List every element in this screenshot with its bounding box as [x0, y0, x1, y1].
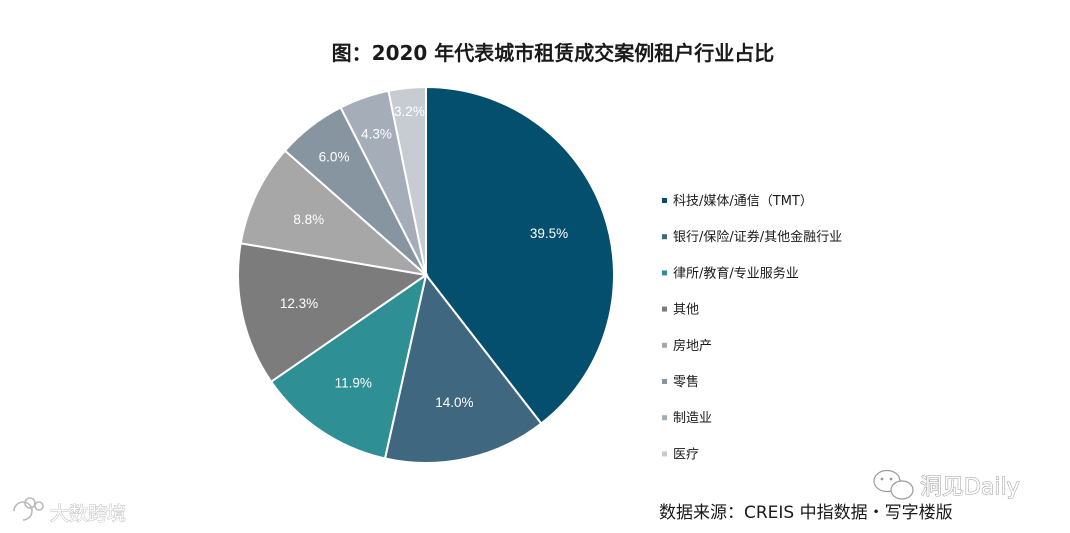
legend-swatch: [662, 306, 667, 312]
source-note: 数据来源：CREIS 中指数据・写字楼版: [659, 503, 953, 523]
pie-slice-4: [237, 242, 429, 384]
legend-swatch: [662, 451, 667, 457]
pie-slice-5: [239, 149, 430, 277]
legend-label: 房地产: [673, 338, 712, 354]
pie-slice-3: [269, 272, 428, 460]
legend-swatch: [662, 270, 667, 276]
legend-label: 银行/保险/证券/其他金融行业: [673, 229, 842, 245]
slice-value-label: 8.8%: [293, 212, 324, 227]
slice-value-label: 14.0%: [435, 395, 473, 410]
legend-label: 科技/媒体/通信（TMT）: [673, 194, 813, 209]
watermark-right: 洞见Daily: [873, 469, 1020, 501]
watermark-left-text: 大数跨境: [50, 503, 126, 525]
pie-slices: [237, 85, 615, 464]
pie-slice-2: [383, 272, 543, 464]
legend-label: 律所/教育/专业服务业: [673, 265, 799, 281]
pie-slice-labels: 39.5% 14.0% 11.9% 12.3% 8.8% 6.0% 4.3%3.2%: [280, 104, 568, 410]
slice-value-label: 3.2%: [394, 104, 425, 119]
pie-slice-8: [387, 85, 427, 276]
slice-value-label: 6.0%: [319, 149, 350, 164]
watermark-logo-icon: [13, 497, 44, 521]
wechat-icon: [873, 469, 914, 500]
chart-title: 图：2020 年代表城市租赁成交案例租户行业占比: [332, 41, 775, 65]
legend-label: 其他: [673, 303, 699, 318]
slice-value-label: 11.9%: [335, 376, 372, 391]
legend-swatch: [662, 379, 667, 384]
legend-swatch: [662, 234, 667, 240]
watermark-right-text: 洞见Daily: [920, 475, 1020, 500]
legend-label: 医疗: [673, 447, 699, 462]
legend-label: 制造业: [673, 411, 712, 426]
slice-value-label: 4.3%: [361, 126, 392, 141]
legend-swatch: [662, 342, 667, 348]
legend-swatch: [662, 415, 667, 421]
pie-slice-1: [425, 85, 615, 425]
slice-value-label: 12.3%: [280, 296, 318, 311]
legend: 科技/媒体/通信（TMT） 银行/保险/证券/其他金融行业律所/教育/专业服务业其…: [662, 194, 842, 462]
slice-value-label: 39.5%: [530, 226, 568, 241]
legend-label: 零售: [673, 374, 699, 390]
watermark-left: 大数跨境: [13, 497, 126, 525]
legend-swatch: [662, 198, 667, 203]
